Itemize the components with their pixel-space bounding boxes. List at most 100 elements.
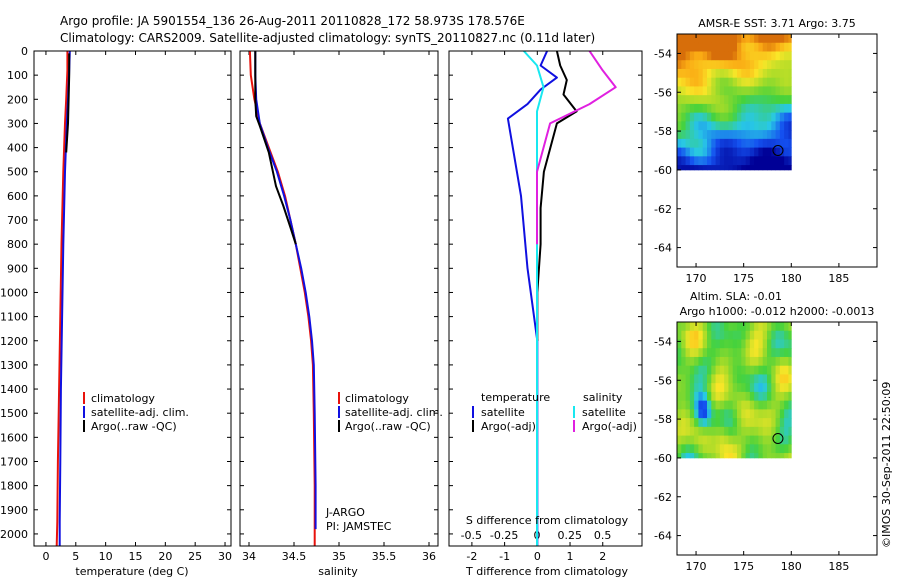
heatmap-cell bbox=[749, 444, 755, 454]
heatmap-cell bbox=[732, 418, 738, 428]
map-ytick-label: -56 bbox=[654, 86, 672, 99]
map-ytick-label: -54 bbox=[654, 47, 672, 60]
heatmap-cell bbox=[754, 77, 759, 87]
heatmap-cell bbox=[754, 51, 759, 61]
heatmap-cell bbox=[707, 426, 712, 436]
heatmap-cell bbox=[775, 400, 781, 410]
heatmap-cell bbox=[715, 339, 721, 349]
heatmap-cell bbox=[728, 356, 734, 367]
heatmap-cell bbox=[719, 348, 725, 358]
heatmap-cell bbox=[689, 426, 695, 436]
temperature-xtick-label: 10 bbox=[99, 550, 113, 563]
heatmap-cell bbox=[754, 409, 759, 419]
heatmap-cell bbox=[788, 339, 792, 349]
heatmap-cell bbox=[784, 322, 789, 332]
heatmap-cell bbox=[694, 418, 699, 428]
heatmap-cell bbox=[698, 95, 704, 105]
heatmap-cell bbox=[681, 426, 686, 436]
heatmap-cell bbox=[707, 400, 712, 410]
heatmap-cell bbox=[707, 409, 712, 419]
heatmap-cell bbox=[719, 356, 725, 367]
heatmap-cell bbox=[728, 365, 734, 375]
heatmap-cell bbox=[724, 322, 729, 332]
heatmap-cell bbox=[784, 138, 789, 148]
depth-tick-label: 300 bbox=[7, 117, 28, 130]
heatmap-cell bbox=[749, 86, 755, 96]
heatmap-cell bbox=[745, 330, 751, 340]
heatmap-cell bbox=[707, 365, 712, 375]
heatmap-cell bbox=[771, 86, 776, 96]
heatmap-cell bbox=[737, 348, 742, 358]
heatmap-cell bbox=[681, 138, 686, 148]
heatmap-cell bbox=[707, 339, 712, 349]
heatmap-cell bbox=[732, 86, 738, 96]
argo-location-marker bbox=[772, 433, 784, 444]
heatmap-cell bbox=[677, 339, 682, 349]
heatmap-cell bbox=[758, 339, 764, 349]
heatmap-cell bbox=[711, 348, 716, 358]
heatmap-cell bbox=[677, 356, 682, 367]
heatmap-cell bbox=[758, 138, 764, 148]
heatmap-cell bbox=[758, 391, 764, 402]
heatmap-cell bbox=[737, 339, 742, 349]
heatmap-cell bbox=[715, 426, 721, 436]
heatmap-cell bbox=[681, 112, 686, 122]
heatmap-cell bbox=[732, 339, 738, 349]
legend-label-satellite: satellite-adj. clim. bbox=[91, 406, 189, 419]
heatmap-cell bbox=[698, 68, 704, 79]
heatmap-cell bbox=[754, 60, 759, 70]
heatmap-cell bbox=[767, 103, 772, 114]
heatmap-cell bbox=[732, 348, 738, 358]
heatmap-cell bbox=[758, 356, 764, 367]
heatmap-cell bbox=[779, 165, 785, 171]
heatmap-cell bbox=[767, 418, 772, 428]
heatmap-cell bbox=[741, 60, 746, 70]
heatmap-cell bbox=[689, 330, 695, 340]
heatmap-cell bbox=[724, 444, 729, 454]
heatmap-cell bbox=[689, 418, 695, 428]
heatmap-cell bbox=[724, 418, 729, 428]
heatmap-cell bbox=[732, 165, 738, 171]
heatmap-cell bbox=[732, 147, 738, 157]
heatmap-cell bbox=[762, 348, 768, 358]
heatmap-cell bbox=[767, 68, 772, 79]
difference-x2tick-label: 0.5 bbox=[594, 529, 612, 542]
heatmap-cell bbox=[788, 374, 792, 384]
heatmap-cell bbox=[767, 95, 772, 105]
salinity-lines bbox=[248, 51, 317, 546]
heatmap-cell bbox=[681, 130, 686, 140]
heatmap-cell bbox=[719, 383, 725, 393]
heatmap-cell bbox=[681, 156, 686, 166]
heatmap-cell bbox=[732, 42, 738, 52]
heatmap-cell bbox=[698, 103, 704, 114]
heatmap-cell bbox=[771, 95, 776, 105]
heatmap-cell bbox=[702, 51, 708, 61]
heatmap-cell bbox=[784, 391, 789, 402]
heatmap-cell bbox=[694, 348, 699, 358]
heatmap-cell bbox=[694, 391, 699, 402]
legend-label-argo: Argo(..raw -QC) bbox=[345, 420, 431, 433]
heatmap-cell bbox=[728, 130, 734, 140]
heatmap-cell bbox=[724, 330, 729, 340]
heatmap-cell bbox=[728, 103, 734, 114]
heatmap-cell bbox=[732, 112, 738, 122]
heatmap-cell bbox=[788, 103, 792, 114]
heatmap-cell bbox=[719, 322, 725, 332]
sst-heatmap-cells bbox=[677, 34, 792, 171]
heatmap-cell bbox=[749, 51, 755, 61]
heatmap-cell bbox=[702, 95, 708, 105]
heatmap-cell bbox=[749, 156, 755, 166]
heatmap-cell bbox=[758, 121, 764, 131]
heatmap-cell bbox=[762, 339, 768, 349]
heatmap-cell bbox=[758, 453, 764, 459]
heatmap-cell bbox=[715, 330, 721, 340]
heatmap-cell bbox=[719, 165, 725, 171]
heatmap-cell bbox=[707, 147, 712, 157]
heatmap-cell bbox=[689, 339, 695, 349]
heatmap-cell bbox=[771, 121, 776, 131]
heatmap-cell bbox=[771, 383, 776, 393]
heatmap-cell bbox=[737, 77, 742, 87]
heatmap-cell bbox=[788, 348, 792, 358]
heatmap-cell bbox=[711, 51, 716, 61]
heatmap-cell bbox=[775, 409, 781, 419]
